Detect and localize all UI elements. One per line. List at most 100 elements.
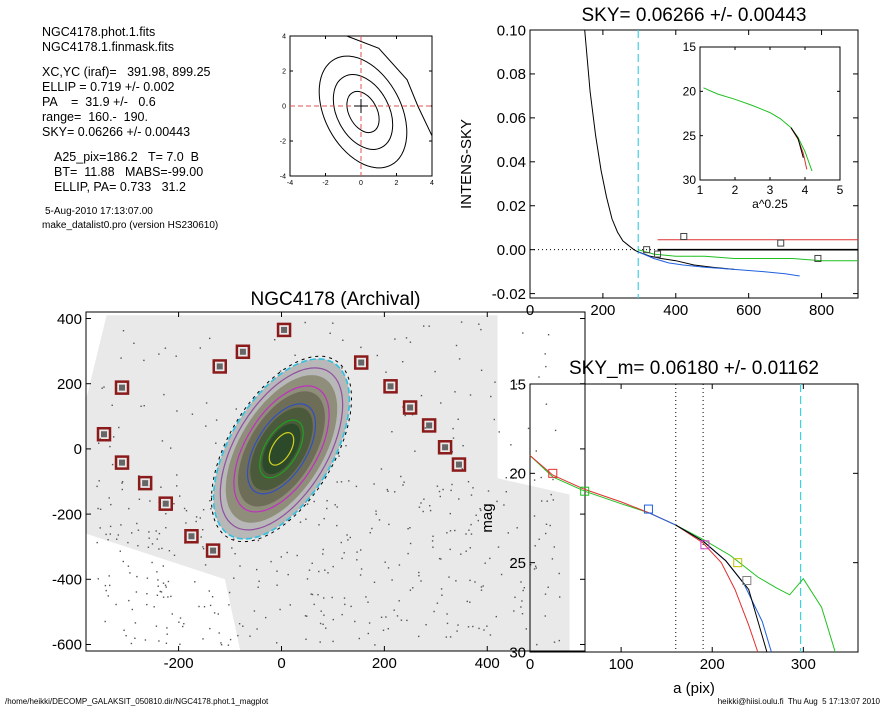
galaxy-noise-pixel — [329, 332, 331, 334]
galaxy-noise-pixel — [546, 500, 548, 502]
galaxy-noise-pixel — [356, 559, 358, 561]
galaxy-noise-pixel — [553, 546, 555, 548]
galaxy-noise-pixel — [432, 546, 434, 548]
galaxy-isophote — [246, 403, 317, 495]
galaxy-noise-pixel — [514, 596, 516, 598]
galaxy-noise-pixel — [116, 538, 118, 540]
galaxy-noise-pixel — [336, 481, 338, 483]
galaxy-noise-pixel — [341, 557, 343, 560]
galaxy-noise-pixel — [217, 613, 219, 615]
galaxy-noise-pixel — [288, 519, 290, 521]
galaxy-panel-ytick-label: -600 — [52, 637, 82, 654]
galaxy-noise-pixel — [487, 490, 490, 492]
galaxy-noise-pixel — [461, 468, 463, 470]
galaxy-noise-pixel — [131, 532, 133, 534]
galaxy-noise-pixel — [477, 519, 479, 522]
galaxy-noise-pixel — [431, 540, 434, 542]
mag-ylabel: mag — [479, 503, 496, 532]
galaxy-noise-pixel — [99, 508, 102, 510]
galaxy-noise-pixel — [375, 510, 377, 512]
galaxy-noise-pixel — [199, 347, 201, 349]
galaxy-noise-pixel — [160, 486, 162, 488]
galaxy-noise-pixel — [404, 414, 406, 417]
galaxy-noise-pixel — [173, 554, 176, 556]
intens-series-line — [638, 251, 800, 277]
galaxy-noise-pixel — [438, 490, 441, 493]
galaxy-noise-pixel — [489, 557, 491, 560]
galaxy-noise-pixel — [409, 341, 412, 343]
galaxy-noise-pixel — [162, 565, 164, 567]
inset-panel-xtick-label: 3 — [767, 183, 774, 197]
galaxy-noise-pixel — [136, 522, 138, 525]
galaxy-noise-pixel — [436, 485, 439, 487]
galaxy-noise-pixel — [371, 527, 373, 530]
galaxy-noise-pixel — [470, 523, 472, 526]
galaxy-noise-pixel — [327, 572, 329, 574]
galaxy-noise-pixel — [380, 616, 383, 618]
galaxy-noise-pixel — [158, 548, 160, 550]
intens-panel-ytick-label: 0.08 — [497, 66, 526, 83]
galaxy-noise-pixel — [343, 597, 346, 599]
galaxy-noise-pixel — [121, 482, 123, 484]
galaxy-noise-pixel — [533, 515, 536, 517]
galaxy-noise-pixel — [382, 629, 385, 631]
galaxy-noise-pixel — [440, 588, 443, 590]
galaxy-noise-pixel — [549, 524, 551, 527]
galaxy-noise-pixel — [125, 635, 127, 637]
galaxy-noise-pixel — [147, 546, 150, 548]
galaxy-noise-pixel — [396, 615, 399, 617]
galaxy-noise-pixel — [405, 337, 408, 339]
galaxy-noise-pixel — [165, 513, 167, 515]
info-file-mask: NGC4178.1.finmask.fits — [42, 40, 174, 54]
galaxy-noise-pixel — [360, 346, 362, 349]
sky-box-inner — [281, 326, 288, 333]
galaxy-noise-pixel — [127, 565, 130, 567]
galaxy-noise-pixel — [497, 546, 500, 548]
galaxy-noise-pixel — [111, 463, 114, 466]
galaxy-noise-pixel — [305, 638, 307, 640]
galaxy-noise-pixel — [336, 524, 338, 527]
sky-box-marker — [402, 400, 418, 415]
galaxy-noise-pixel — [398, 600, 400, 602]
galaxy-noise-pixel — [515, 383, 518, 385]
galaxy-noise-pixel — [317, 594, 319, 596]
galaxy-isophote — [268, 432, 295, 466]
galaxy-noise-pixel — [552, 478, 554, 481]
galaxy-noise-pixel — [210, 508, 212, 510]
galaxy-noise-pixel — [380, 468, 383, 470]
galaxy-noise-pixel — [202, 509, 205, 511]
galaxy-noise-pixel — [420, 502, 422, 504]
galaxy-noise-pixel — [465, 533, 467, 535]
intens-ylabel: INTENS-SKY — [458, 119, 475, 209]
galaxy-noise-pixel — [220, 644, 223, 646]
galaxy-noise-pixel — [149, 500, 151, 502]
galaxy-noise-pixel — [534, 565, 537, 567]
galaxy-noise-pixel — [155, 625, 158, 627]
galaxy-noise-pixel — [143, 405, 145, 407]
galaxy-noise-pixel — [434, 370, 436, 373]
galaxy-noise-pixel — [460, 321, 463, 323]
galaxy-noise-pixel — [448, 576, 450, 578]
galaxy-noise-pixel — [166, 633, 168, 635]
galaxy-noise-pixel — [550, 493, 552, 496]
galaxy-noise-pixel — [326, 507, 328, 510]
galaxy-noise-pixel — [402, 484, 404, 486]
galaxy-noise-pixel — [344, 603, 346, 606]
galaxy-noise-pixel — [160, 591, 163, 593]
intens-panel-ytick-label: 0.00 — [497, 242, 526, 259]
galaxy-noise-pixel — [342, 339, 344, 341]
galaxy-noise-pixel — [449, 548, 451, 551]
galaxy-noise-pixel — [235, 408, 237, 410]
galaxy-noise-pixel — [340, 481, 343, 483]
inset-panel-ytick-label: 20 — [683, 85, 697, 99]
galaxy-noise-pixel — [472, 487, 474, 489]
galaxy-noise-pixel — [480, 589, 483, 591]
galaxy-noise-pixel — [220, 642, 222, 644]
galaxy-noise-pixel — [179, 495, 181, 497]
galaxy-noise-pixel — [496, 500, 498, 503]
sky-box-inner — [455, 461, 462, 468]
galaxy-noise-pixel — [536, 643, 538, 646]
galaxy-noise-pixel — [155, 530, 157, 532]
intens-series-line — [638, 249, 858, 262]
galaxy-noise-pixel — [257, 586, 259, 588]
